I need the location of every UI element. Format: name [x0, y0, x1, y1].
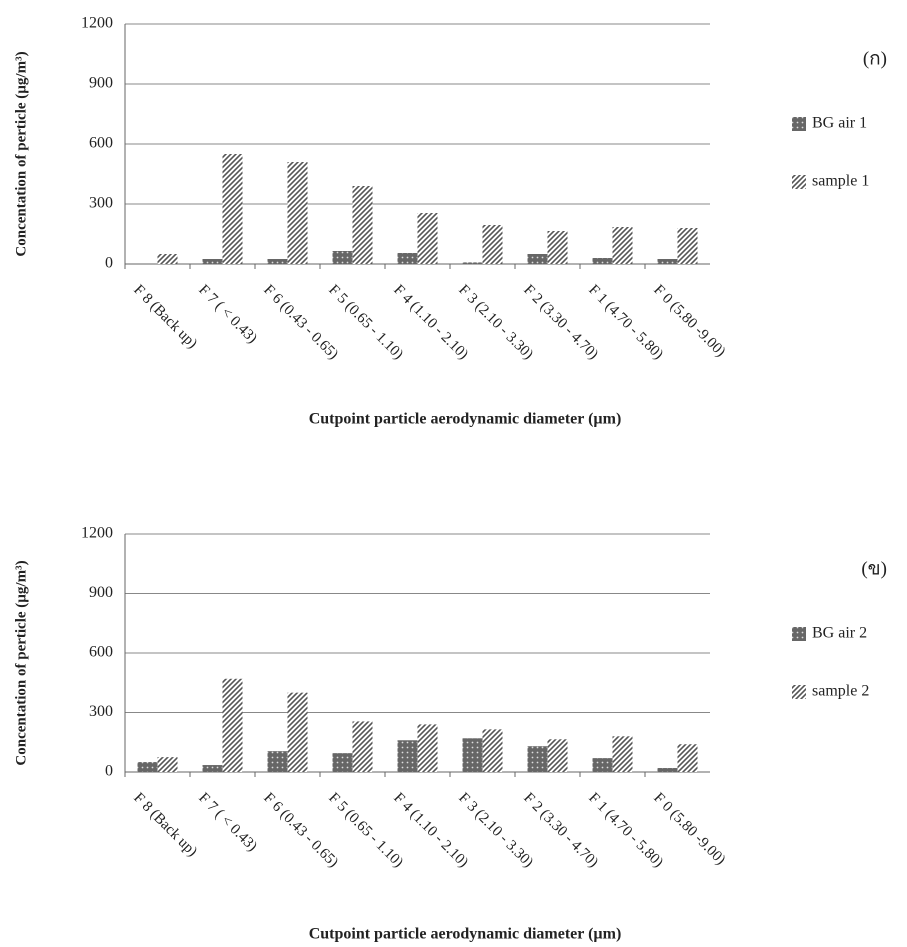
- bar: [592, 758, 613, 772]
- x-axis-label: Cutpoint particle aerodynamic diameter (…: [309, 926, 622, 943]
- bar: [202, 259, 223, 264]
- y-tick-label: 0: [105, 763, 113, 780]
- legend-label: sample 2: [812, 683, 869, 700]
- y-tick-label: 1200: [81, 15, 113, 32]
- bar: [417, 213, 438, 264]
- y-tick-label: 600: [89, 644, 113, 661]
- bar: [222, 678, 243, 772]
- x-axis-label: Cutpoint particle aerodynamic diameter (…: [309, 411, 622, 428]
- x-tick-label: F 8 (Back up): [130, 790, 200, 860]
- bar: [462, 738, 483, 772]
- bar: [527, 254, 548, 264]
- bar: [352, 721, 373, 772]
- bar: [267, 751, 288, 772]
- y-axis-label: Concentation of perticle (µg/m³): [13, 560, 29, 765]
- y-tick-label: 1200: [81, 525, 113, 542]
- bar: [287, 162, 308, 264]
- panel-label: (ก): [863, 48, 887, 69]
- x-tick-label: F 7 ( < 0.43): [195, 282, 260, 347]
- bar: [547, 739, 568, 772]
- bar: [287, 692, 308, 772]
- y-axis-label: Concentation of perticle (µg/m³): [13, 51, 29, 256]
- panel-label: (ข): [861, 558, 887, 579]
- y-tick-label: 300: [89, 195, 113, 212]
- bar: [397, 740, 418, 772]
- bar: [482, 225, 503, 264]
- bar: [677, 744, 698, 772]
- x-tick-label: F 7 ( < 0.43): [195, 790, 260, 855]
- bar: [332, 251, 353, 264]
- bar: [657, 768, 678, 772]
- bar: [157, 757, 178, 772]
- y-tick-label: 0: [105, 255, 113, 272]
- bar: [677, 228, 698, 264]
- bar: [157, 254, 178, 264]
- bar: [222, 154, 243, 264]
- bar: [547, 231, 568, 264]
- bar: [527, 746, 548, 772]
- bar: [267, 259, 288, 264]
- legend-swatch: [792, 175, 806, 189]
- legend-swatch: [792, 685, 806, 699]
- bar: [592, 258, 613, 264]
- legend-swatch: [792, 627, 806, 641]
- legend-swatch: [792, 117, 806, 131]
- y-tick-label: 300: [89, 703, 113, 720]
- bar: [612, 736, 633, 772]
- y-tick-label: 900: [89, 584, 113, 601]
- bar: [482, 729, 503, 772]
- bar: [397, 253, 418, 264]
- bar: [202, 765, 223, 772]
- bar: [657, 259, 678, 264]
- legend-label: sample 1: [812, 173, 869, 190]
- y-tick-label: 900: [89, 75, 113, 92]
- bar: [462, 262, 483, 264]
- legend-label: BG air 1: [812, 115, 867, 132]
- bar: [137, 762, 158, 772]
- legend-label: BG air 2: [812, 625, 867, 642]
- bar: [332, 753, 353, 772]
- bar: [612, 227, 633, 264]
- y-tick-label: 600: [89, 135, 113, 152]
- bar: [417, 724, 438, 772]
- bar: [352, 186, 373, 264]
- x-tick-label: F 8 (Back up): [130, 282, 200, 352]
